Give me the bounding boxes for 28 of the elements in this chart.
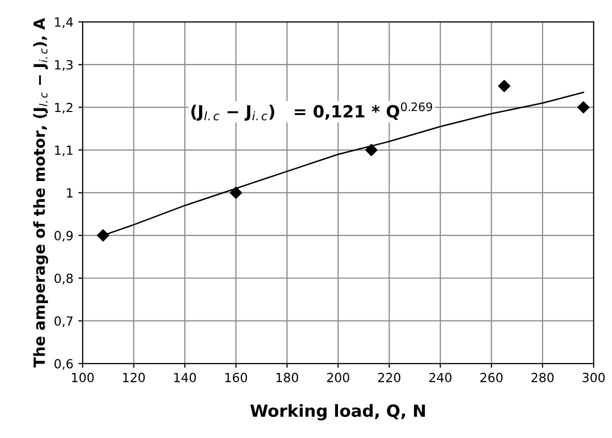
- point: [498, 80, 510, 92]
- x-tick-label: 200: [327, 372, 350, 382]
- x-tick-label: 180: [276, 372, 298, 382]
- annotation: (J$_{l.c}$ − J$_{i.c}$) = 0,121 * Q$^{0.269}$: [191, 102, 432, 121]
- y-axis-title: The amperage of the motor, (J$_{l.c}$ − J$_{i.c}$), A: [33, 18, 48, 368]
- y-tick-label: 0,7: [54, 316, 73, 328]
- y-tick-label: 1,4: [55, 18, 73, 28]
- x-tick-label: 120: [123, 372, 145, 382]
- y-tick-label: 0,8: [54, 274, 73, 284]
- point: [577, 101, 590, 114]
- x-tick-label: 260: [480, 372, 503, 382]
- x-axis-title: Working load, Q, N: [250, 404, 425, 420]
- x-tick-label: 140: [174, 372, 196, 382]
- x-tick-label: 100: [72, 372, 94, 382]
- y-tick-label: 1: [67, 188, 72, 198]
- point: [365, 144, 378, 156]
- y-tick-label: 1,2: [55, 102, 72, 114]
- y-tick-label: 0,9: [54, 230, 73, 242]
- x-tick-label: 280: [532, 372, 554, 382]
- y-tick-label: 1,3: [55, 60, 73, 71]
- x-tick-label: 220: [378, 372, 400, 382]
- point: [230, 186, 242, 199]
- y-tick-label: 0,6: [54, 359, 73, 370]
- y-tick-label: 1,1: [55, 146, 72, 156]
- point: [96, 229, 110, 242]
- x-tick-label: 240: [429, 372, 452, 382]
- x-tick-label: 160: [225, 372, 248, 382]
- x-tick-label: 300: [582, 372, 605, 382]
